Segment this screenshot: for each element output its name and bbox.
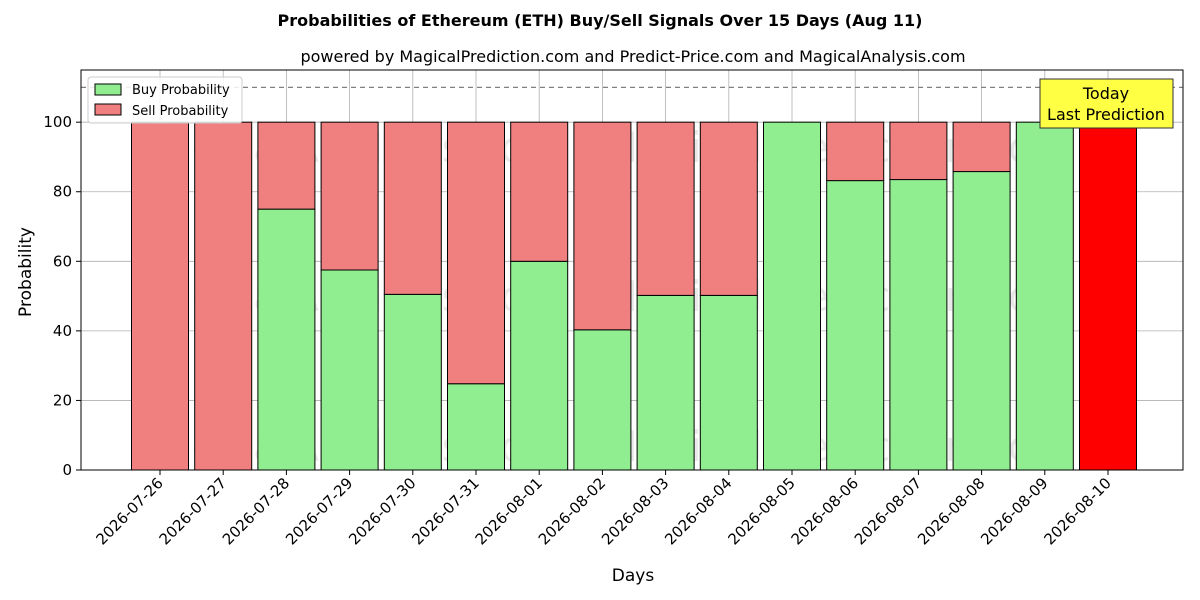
legend-label-buy: Buy Probability [132,83,230,98]
y-tick-label: 0 [62,461,72,479]
x-tick-label: 2026-07-26 [92,474,166,548]
x-tick-label: 2026-08-08 [914,474,988,548]
bar-sell-2026-07-28 [257,121,316,210]
bars [131,121,1137,471]
legend-swatch-sell [94,103,122,116]
y-axis: 0 20 40 60 80 100 [43,113,81,479]
chart-title: Probabilities of Ethereum (ETH) Buy/Sell… [278,11,923,30]
y-tick-label: 100 [43,113,72,131]
x-tick-label: 2026-08-01 [472,474,546,548]
x-tick-label: 2026-08-10 [1040,474,1114,548]
bar-sell-2026-07-26 [131,121,189,471]
bar-sell-2026-08-10 [1079,121,1137,471]
y-axis-label: Probability [16,227,36,317]
legend-swatch-buy [94,83,122,96]
annotation-line-2: Last Prediction [1047,105,1165,124]
bar-buy-2026-08-02 [573,329,632,471]
bar-buy-2026-08-03 [636,294,695,471]
x-tick-label: 2026-07-27 [156,474,230,548]
bar-sell-2026-08-06 [826,121,885,182]
bar-buy-2026-08-08 [952,171,1011,471]
legend: Buy Probability Sell Probability [87,76,243,124]
legend-box [87,76,243,124]
x-axis-label: Days [612,566,655,586]
annotation-box [1039,78,1174,129]
x-tick-label: 2026-07-30 [345,474,419,548]
bar-buy-2026-08-07 [889,179,948,471]
bar-sell-2026-08-08 [952,121,1011,173]
bar-buy-2026-08-06 [826,180,885,471]
plot-frame [80,69,1184,471]
bar-buy-2026-08-09 [1015,121,1074,471]
bar-buy-2026-08-05 [763,121,821,471]
y-tick-label: 40 [53,322,72,340]
bar-buy-2026-08-04 [699,294,758,471]
bar-sell-2026-07-30 [383,121,442,295]
x-tick-label: 2026-07-28 [219,474,293,548]
bar-sell-2026-07-27 [194,121,253,471]
bar-sell-2026-08-04 [699,121,758,296]
bar-buy-2026-07-30 [383,293,442,471]
bar-buy-2026-07-28 [257,208,316,471]
x-tick-label: 2026-08-03 [598,474,672,548]
bar-buy-2026-07-29 [320,269,379,471]
x-tick-label: 2026-08-05 [724,474,798,548]
bar-sell-2026-07-29 [320,121,379,271]
x-tick-label: 2026-07-29 [282,474,356,548]
bar-sell-2026-08-02 [573,121,632,331]
x-tick-label: 2026-08-06 [788,474,862,548]
x-tick-label: 2026-08-04 [661,474,735,548]
y-tick-label: 60 [53,252,72,270]
y-tick-label: 20 [53,391,72,409]
bar-sell-2026-07-31 [447,121,505,385]
x-axis: 2026-07-262026-07-272026-07-282026-07-29… [92,470,1115,548]
bar-buy-2026-07-31 [447,383,505,471]
annotation-line-1: Today [1082,84,1129,103]
bar-sell-2026-08-03 [636,121,695,296]
bar-sell-2026-08-01 [510,121,569,262]
legend-label-sell: Sell Probability [132,104,229,119]
today-annotation: Today Last Prediction [1039,78,1174,129]
x-tick-label: 2026-08-07 [851,474,925,548]
chart-subtitle: powered by MagicalPrediction.com and Pre… [300,47,965,66]
x-tick-label: 2026-08-09 [977,474,1051,548]
x-tick-label: 2026-07-31 [408,474,482,548]
x-tick-label: 2026-08-02 [535,474,609,548]
bar-buy-2026-08-01 [510,260,569,471]
bar-sell-2026-08-07 [889,121,948,181]
y-tick-label: 80 [53,183,72,201]
